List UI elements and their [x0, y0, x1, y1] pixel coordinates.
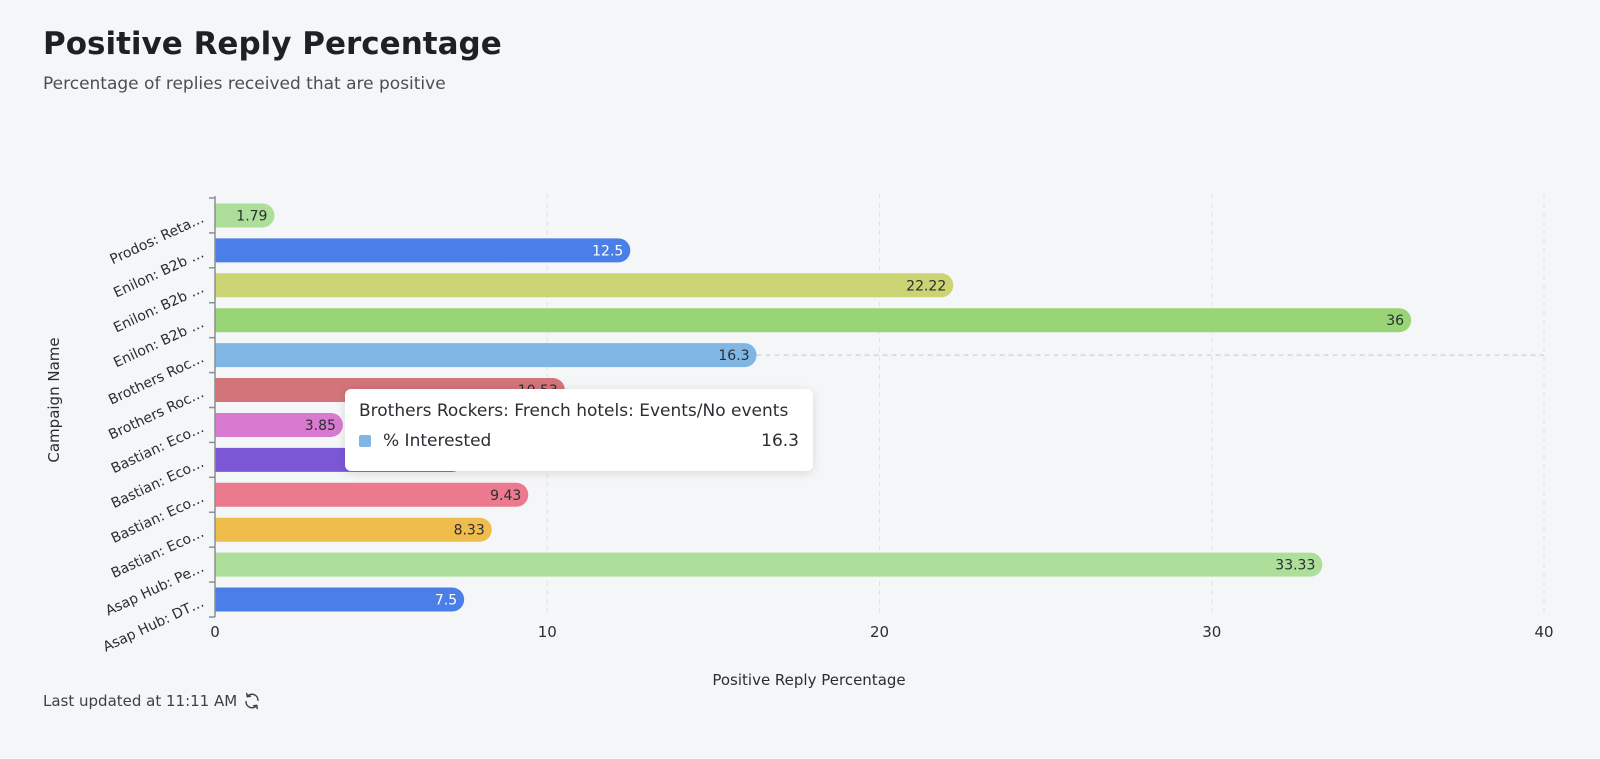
bar[interactable] — [215, 552, 1323, 577]
tooltip-title: Brothers Rockers: French hotels: Events/… — [359, 401, 789, 421]
bar-value-label: 8.33 — [454, 523, 485, 539]
tooltip-swatch — [359, 435, 371, 447]
page-title: Positive Reply Percentage — [43, 26, 502, 62]
refresh-icon[interactable] — [243, 692, 261, 710]
x-tick-label: 40 — [1534, 623, 1553, 641]
last-updated: Last updated at 11:11 AM — [43, 692, 261, 710]
page-subtitle: Percentage of replies received that are … — [43, 74, 446, 94]
bar[interactable] — [215, 238, 631, 263]
tooltip-row: % Interested 16.3 — [359, 431, 799, 451]
bar-value-label: 1.79 — [236, 208, 267, 224]
bar[interactable] — [215, 308, 1412, 333]
bar[interactable] — [215, 482, 529, 507]
bar-value-label: 3.85 — [305, 418, 336, 434]
bar-value-label: 22.22 — [906, 278, 946, 294]
tooltip-value: 16.3 — [761, 431, 799, 451]
bar-value-label: 12.5 — [592, 243, 623, 259]
chart-tooltip: Brothers Rockers: French hotels: Events/… — [345, 389, 813, 471]
bar[interactable] — [215, 587, 465, 612]
x-tick-label: 10 — [538, 623, 557, 641]
bar[interactable] — [215, 412, 343, 437]
bar-value-label: 16.3 — [718, 348, 749, 364]
bar[interactable] — [215, 343, 757, 368]
x-tick-label: 0 — [210, 623, 220, 641]
x-axis-label: Positive Reply Percentage — [712, 671, 905, 689]
y-axis-label: Campaign Name — [45, 337, 63, 462]
bar-value-label: 9.43 — [490, 488, 521, 504]
bar[interactable] — [215, 203, 275, 228]
bar-value-label: 7.5 — [435, 593, 457, 609]
x-tick-label: 30 — [1202, 623, 1221, 641]
bar-chart: 1.7912.522.223616.310.533.859.438.3333.3… — [45, 194, 1554, 689]
bar[interactable] — [215, 517, 492, 542]
bar-value-label: 33.33 — [1275, 558, 1315, 574]
tooltip-series-label: % Interested — [383, 431, 492, 451]
x-tick-label: 20 — [870, 623, 889, 641]
last-updated-text: Last updated at 11:11 AM — [43, 692, 238, 710]
bar-value-label: 36 — [1386, 313, 1404, 329]
chart-bars: 1.7912.522.223616.310.533.859.438.3333.3… — [215, 203, 1412, 612]
bar[interactable] — [215, 273, 954, 298]
